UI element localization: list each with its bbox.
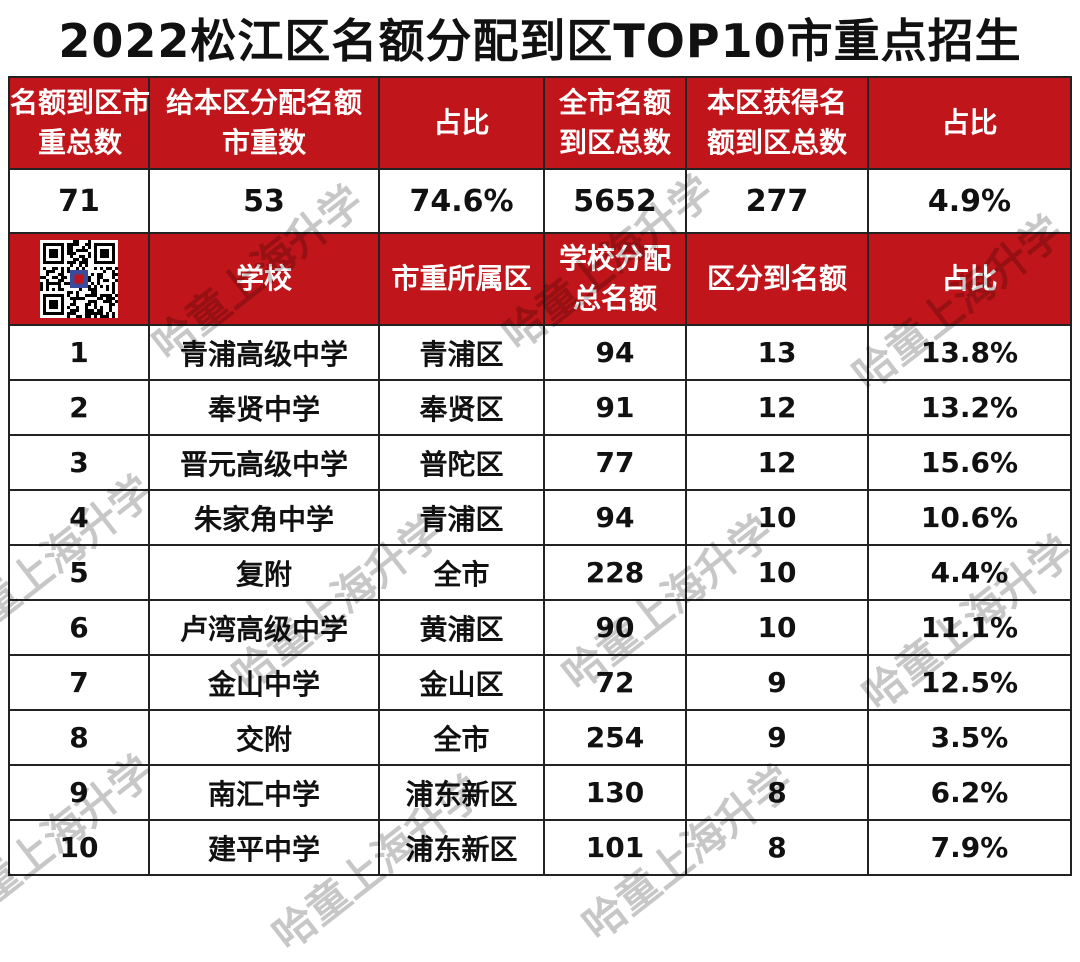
school-cell: 朱家角中学	[148, 489, 380, 546]
allocated-cell: 10	[685, 489, 869, 546]
allocated-cell: 9	[685, 709, 869, 766]
summary-value: 53	[148, 168, 380, 234]
rank-cell: 3	[8, 434, 150, 491]
table-row: 9 南汇中学 浦东新区 130 8 6.2%	[8, 764, 1072, 821]
table-row: 6 卢湾高级中学 黄浦区 90 10 11.1%	[8, 599, 1072, 656]
rank-cell: 1	[8, 324, 150, 381]
allocated-cell: 10	[685, 599, 869, 656]
school-cell: 青浦高级中学	[148, 324, 380, 381]
header-school: 学校	[148, 232, 380, 326]
total-cell: 254	[543, 709, 687, 766]
total-cell: 90	[543, 599, 687, 656]
ratio-cell: 10.6%	[867, 489, 1072, 546]
summary-values-row: 71 53 74.6% 5652 277 4.9%	[8, 168, 1072, 234]
district-cell: 金山区	[378, 654, 545, 711]
allocated-cell: 8	[685, 819, 869, 876]
summary-value: 277	[685, 168, 869, 234]
school-cell: 建平中学	[148, 819, 380, 876]
ratio-cell: 12.5%	[867, 654, 1072, 711]
table-row: 2 奉贤中学 奉贤区 91 12 13.2%	[8, 379, 1072, 436]
ratio-cell: 3.5%	[867, 709, 1072, 766]
ratio-cell: 15.6%	[867, 434, 1072, 491]
table-row: 8 交附 全市 254 9 3.5%	[8, 709, 1072, 766]
table-row: 3 晋元高级中学 普陀区 77 12 15.6%	[8, 434, 1072, 491]
rank-cell: 6	[8, 599, 150, 656]
header-ratio: 占比	[867, 232, 1072, 326]
rank-cell: 8	[8, 709, 150, 766]
allocated-cell: 12	[685, 434, 869, 491]
table-row: 4 朱家角中学 青浦区 94 10 10.6%	[8, 489, 1072, 546]
total-cell: 101	[543, 819, 687, 876]
district-cell: 青浦区	[378, 489, 545, 546]
rank-cell: 5	[8, 544, 150, 601]
ratio-cell: 11.1%	[867, 599, 1072, 656]
total-cell: 94	[543, 324, 687, 381]
summary-value: 74.6%	[378, 168, 545, 234]
qr-code-cell	[8, 232, 150, 326]
table-row: 7 金山中学 金山区 72 9 12.5%	[8, 654, 1072, 711]
rank-cell: 9	[8, 764, 150, 821]
summary-value: 4.9%	[867, 168, 1072, 234]
header-total-key-schools: 名额到区市重总数	[8, 76, 150, 170]
header-district-key-schools: 给本区分配名额市重数	[148, 76, 380, 170]
header-ratio-2: 占比	[867, 76, 1072, 170]
table-row: 1 青浦高级中学 青浦区 94 13 13.8%	[8, 324, 1072, 381]
header-city-total-quota: 全市名额到区总数	[543, 76, 687, 170]
allocated-cell: 10	[685, 544, 869, 601]
ratio-cell: 4.4%	[867, 544, 1072, 601]
table-row: 10 建平中学 浦东新区 101 8 7.9%	[8, 819, 1072, 876]
district-cell: 浦东新区	[378, 819, 545, 876]
district-cell: 黄浦区	[378, 599, 545, 656]
district-cell: 全市	[378, 544, 545, 601]
school-cell: 奉贤中学	[148, 379, 380, 436]
district-cell: 浦东新区	[378, 764, 545, 821]
rank-cell: 2	[8, 379, 150, 436]
total-cell: 77	[543, 434, 687, 491]
header-district: 市重所属区	[378, 232, 545, 326]
summary-value: 5652	[543, 168, 687, 234]
total-cell: 91	[543, 379, 687, 436]
school-cell: 晋元高级中学	[148, 434, 380, 491]
district-cell: 青浦区	[378, 324, 545, 381]
page-title: 2022松江区名额分配到区TOP10市重点招生	[58, 14, 1022, 68]
ratio-cell: 7.9%	[867, 819, 1072, 876]
ratio-cell: 6.2%	[867, 764, 1072, 821]
summary-header-row: 名额到区市重总数 给本区分配名额市重数 占比 全市名额到区总数 本区获得名额到区…	[8, 76, 1072, 170]
allocated-cell: 13	[685, 324, 869, 381]
table-header-row: 学校 市重所属区 学校分配总名额 区分到名额 占比	[8, 232, 1072, 326]
ratio-cell: 13.2%	[867, 379, 1072, 436]
total-cell: 94	[543, 489, 687, 546]
district-cell: 全市	[378, 709, 545, 766]
rank-cell: 4	[8, 489, 150, 546]
school-cell: 复附	[148, 544, 380, 601]
allocated-cell: 9	[685, 654, 869, 711]
header-district-quota: 本区获得名额到区总数	[685, 76, 869, 170]
total-cell: 228	[543, 544, 687, 601]
allocated-cell: 12	[685, 379, 869, 436]
school-cell: 交附	[148, 709, 380, 766]
summary-value: 71	[8, 168, 150, 234]
header-allocated: 区分到名额	[685, 232, 869, 326]
total-cell: 130	[543, 764, 687, 821]
allocation-table: 名额到区市重总数 给本区分配名额市重数 占比 全市名额到区总数 本区获得名额到区…	[8, 76, 1072, 876]
ratio-cell: 13.8%	[867, 324, 1072, 381]
table-row: 5 复附 全市 228 10 4.4%	[8, 544, 1072, 601]
allocated-cell: 8	[685, 764, 869, 821]
header-school-total: 学校分配总名额	[543, 232, 687, 326]
district-cell: 普陀区	[378, 434, 545, 491]
school-cell: 卢湾高级中学	[148, 599, 380, 656]
rank-cell: 7	[8, 654, 150, 711]
total-cell: 72	[543, 654, 687, 711]
header-ratio-1: 占比	[378, 76, 545, 170]
school-cell: 金山中学	[148, 654, 380, 711]
district-cell: 奉贤区	[378, 379, 545, 436]
rank-cell: 10	[8, 819, 150, 876]
school-cell: 南汇中学	[148, 764, 380, 821]
qr-code-icon[interactable]	[40, 240, 118, 318]
